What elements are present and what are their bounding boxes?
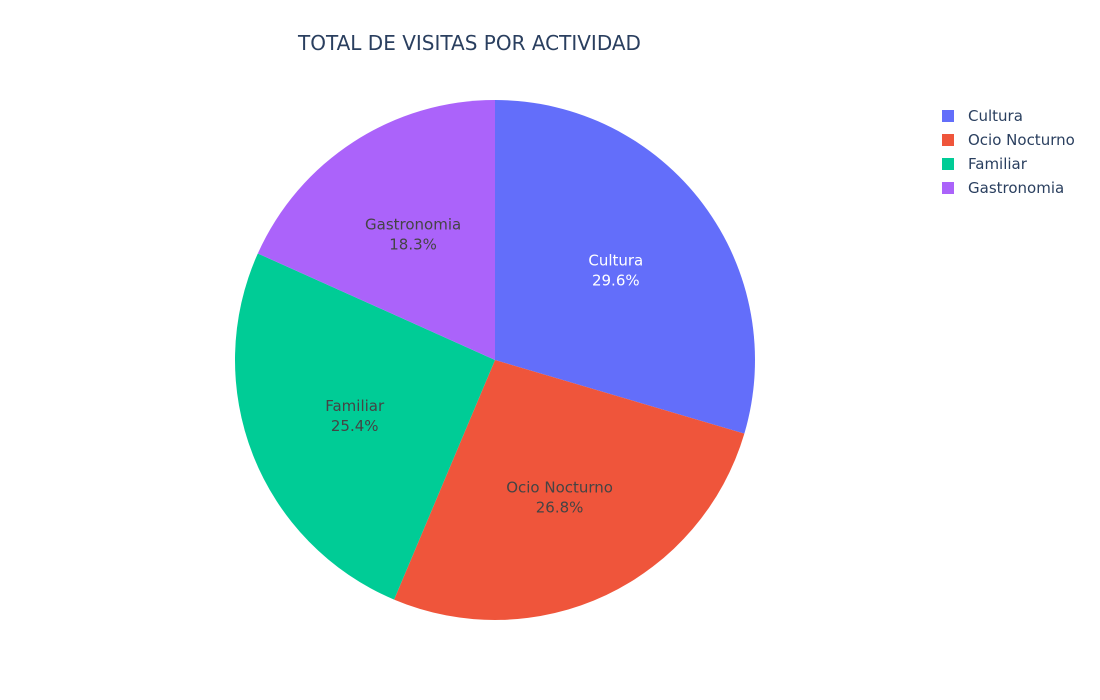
chart-title: TOTAL DE VISITAS POR ACTIVIDAD (297, 31, 641, 55)
slice-label-name: Ocio Nocturno (506, 478, 613, 496)
legend-label: Familiar (968, 155, 1028, 173)
pie-slice-ocio-nocturno[interactable] (394, 360, 745, 620)
legend: Cultura Ocio Nocturno Familiar Gastronomia (942, 107, 1075, 197)
slice-label-percent: 25.4% (331, 417, 379, 435)
legend-swatch (942, 134, 954, 146)
legend-swatch (942, 110, 954, 122)
pie-slice-cultura[interactable] (495, 100, 755, 434)
legend-swatch (942, 182, 954, 194)
slice-label-percent: 18.3% (389, 235, 437, 253)
pie-slice-familiar[interactable] (234, 253, 495, 600)
legend-item-gastronomia[interactable]: Gastronomia (942, 179, 1064, 197)
pie-slice-gastronomia[interactable] (257, 100, 495, 360)
slice-label-name: Cultura (588, 252, 643, 270)
legend-item-cultura[interactable]: Cultura (942, 107, 1023, 125)
legend-item-ocio-nocturno[interactable]: Ocio Nocturno (942, 131, 1075, 149)
slice-label-percent: 29.6% (592, 272, 640, 290)
legend-label: Ocio Nocturno (968, 131, 1075, 149)
legend-item-familiar[interactable]: Familiar (942, 155, 1028, 173)
legend-swatch (942, 158, 954, 170)
pie-slices (234, 100, 755, 620)
legend-label: Cultura (968, 107, 1023, 125)
slice-label-name: Familiar (325, 397, 385, 415)
slice-label-percent: 26.8% (536, 498, 584, 516)
pie-slice-labels: Cultura 29.6% Ocio Nocturno 26.8% Familiar 25… (325, 215, 643, 516)
slice-label-name: Gastronomia (365, 215, 461, 233)
legend-label: Gastronomia (968, 179, 1064, 197)
